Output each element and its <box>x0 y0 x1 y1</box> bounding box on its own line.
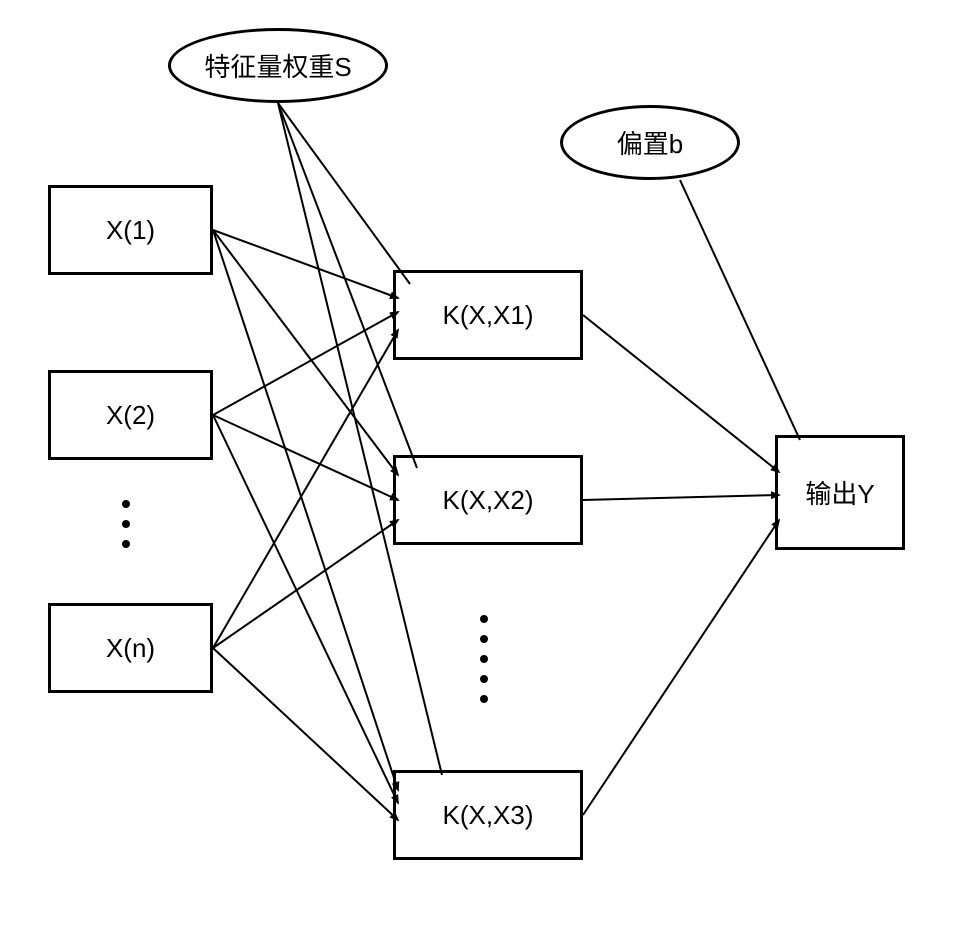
x1-label: X(1) <box>106 215 155 246</box>
box-x2: X(2) <box>48 370 213 460</box>
box-k2: K(X,X2) <box>393 455 583 545</box>
k1-label: K(X,X1) <box>442 300 533 331</box>
vdots-left <box>122 500 130 548</box>
ellipse-feature-weight-s: 特征量权重S <box>168 28 388 103</box>
ellipse-bias-b: 偏置b <box>560 105 740 180</box>
y-label: 输出Y <box>805 474 874 511</box>
ellipse-b-label: 偏置b <box>617 124 683 161</box>
ellipse-s-label: 特征量权重S <box>204 47 351 84</box>
xn-label: X(n) <box>106 633 155 664</box>
box-x1: X(1) <box>48 185 213 275</box>
x2-label: X(2) <box>106 400 155 431</box>
box-k3: K(X,X3) <box>393 770 583 860</box>
k2-label: K(X,X2) <box>442 485 533 516</box>
k3-label: K(X,X3) <box>442 800 533 831</box>
vdots-mid <box>480 615 488 703</box>
box-output-y: 输出Y <box>775 435 905 550</box>
box-xn: X(n) <box>48 603 213 693</box>
box-k1: K(X,X1) <box>393 270 583 360</box>
